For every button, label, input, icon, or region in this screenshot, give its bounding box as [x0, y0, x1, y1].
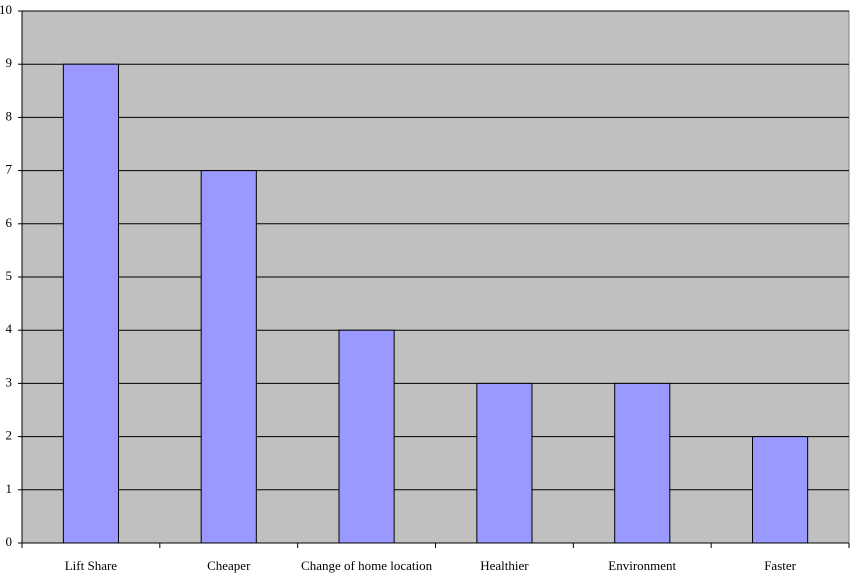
x-tick-label: Faster — [764, 558, 796, 573]
y-tick-label: 8 — [6, 108, 13, 123]
y-tick-label: 10 — [0, 2, 12, 17]
x-tick-label: Cheaper — [207, 558, 251, 573]
y-tick-label: 7 — [6, 162, 13, 177]
x-tick-label: Change of home location — [301, 558, 433, 573]
y-tick-label: 9 — [6, 55, 13, 70]
bar — [62, 63, 119, 544]
bar — [200, 170, 257, 544]
y-tick-label: 0 — [6, 534, 13, 549]
y-tick-label: 4 — [6, 321, 13, 336]
bar — [614, 382, 671, 544]
y-tick-label: 5 — [6, 268, 13, 283]
bar — [476, 382, 533, 544]
y-tick-label: 1 — [6, 481, 13, 496]
y-tick-label: 3 — [6, 374, 13, 389]
y-tick-label: 6 — [6, 215, 13, 230]
x-tick-label: Environment — [608, 558, 676, 573]
bar — [338, 329, 395, 544]
y-tick-label: 2 — [6, 428, 13, 443]
bar — [752, 436, 809, 544]
x-tick-label: Lift Share — [65, 558, 118, 573]
x-tick-label: Healthier — [480, 558, 529, 573]
